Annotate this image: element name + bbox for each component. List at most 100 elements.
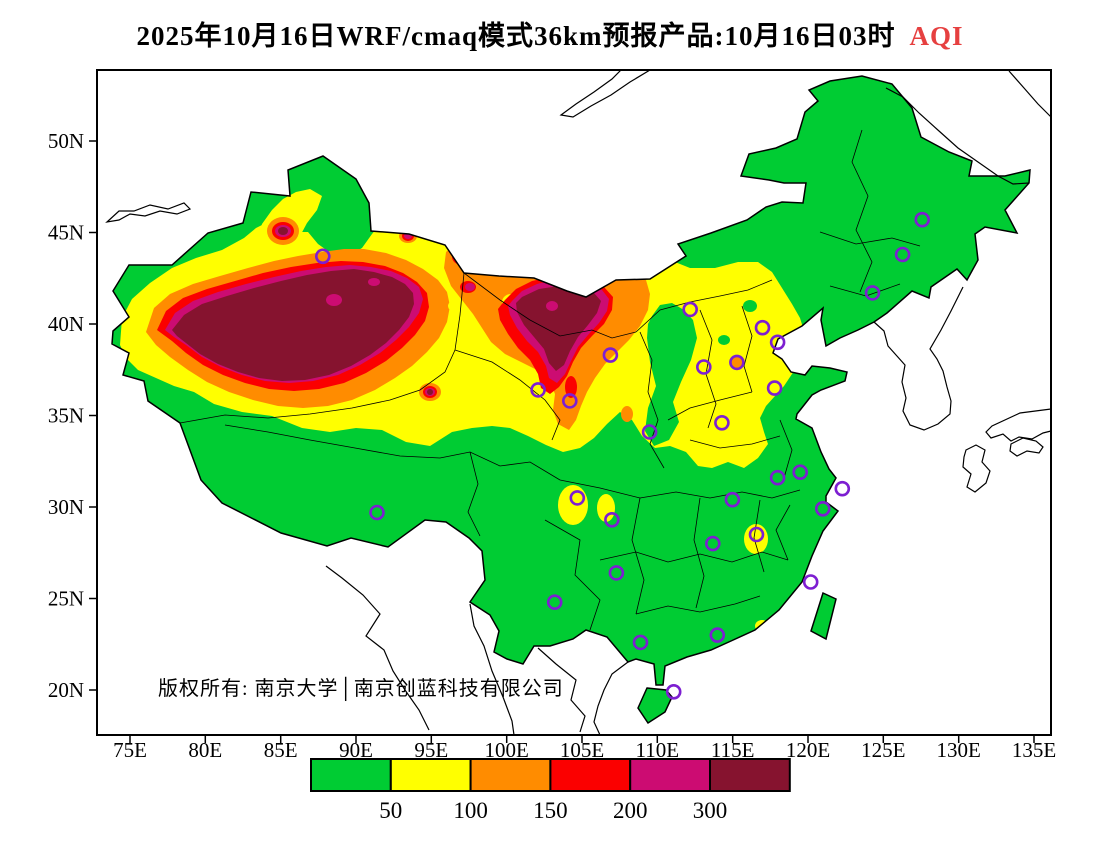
city-marker-urumqi xyxy=(314,248,331,265)
province-border xyxy=(851,129,873,293)
vietnam-coast xyxy=(593,661,629,736)
city-marker-tianjin xyxy=(769,334,786,351)
china-outline xyxy=(111,75,1031,686)
province-border xyxy=(639,331,665,469)
lat-tick-label: 45N xyxy=(48,221,84,245)
lon-tick-label: 125E xyxy=(861,738,905,762)
honshu-coast xyxy=(985,408,1052,442)
city-marker-guiyang xyxy=(608,565,625,581)
city-marker-nanjing xyxy=(792,464,809,481)
city-marker-yinchuan xyxy=(602,347,619,363)
contour-maroon xyxy=(427,389,433,395)
lat-tick-label: 30N xyxy=(48,495,84,519)
legend-label: 200 xyxy=(613,798,648,823)
city-marker-beijing xyxy=(754,319,771,336)
myanmar-coast xyxy=(325,565,430,731)
legend-cell-red xyxy=(549,758,632,792)
hainan-fill xyxy=(638,688,672,723)
taiwan-fill xyxy=(811,593,836,639)
contour-magenta xyxy=(326,294,342,306)
city-marker-nanchang xyxy=(748,526,765,543)
province-border xyxy=(779,419,793,479)
province-border xyxy=(635,595,761,615)
province-border xyxy=(559,479,801,499)
province-border xyxy=(667,391,753,421)
province-border xyxy=(635,279,773,333)
legend-cell-maroon xyxy=(709,758,791,792)
city-marker-guangzhou xyxy=(709,627,726,643)
province-border xyxy=(179,272,465,424)
legend-cell-orange xyxy=(469,758,552,792)
lon-tick-label: 80E xyxy=(188,738,222,762)
page-title: 2025年10月16日WRF/cmaq模式36km预报产品:10月16日03时 A… xyxy=(0,14,1100,53)
lake-baikal xyxy=(559,69,653,118)
city-marker-changchun xyxy=(894,246,911,263)
city-marker-harbin xyxy=(914,211,931,228)
province-border xyxy=(463,272,637,339)
contour-red xyxy=(565,376,577,398)
lon-tick-label: 130E xyxy=(937,738,981,762)
city-marker-changsha xyxy=(704,535,721,552)
contour-layer xyxy=(112,76,1030,723)
contour-yellow xyxy=(394,556,412,566)
contour-maroon xyxy=(172,269,414,381)
province-border xyxy=(693,497,705,609)
legend-cell-magenta xyxy=(629,758,712,792)
city-marker-hefei xyxy=(769,469,786,486)
hainan-outline xyxy=(637,687,673,725)
city-marker-jinan xyxy=(766,380,783,396)
korea-coast xyxy=(873,286,964,431)
legend-cell-green xyxy=(310,758,392,792)
contour-orange xyxy=(621,406,633,422)
okhotsk-coast xyxy=(1008,70,1052,118)
city-marker-wuhan xyxy=(724,491,741,508)
contour-green xyxy=(718,335,730,345)
legend-label: 150 xyxy=(533,798,568,823)
city-marker-shijiazhuang xyxy=(729,354,745,371)
city-marker-shenyang xyxy=(864,285,881,301)
province-border xyxy=(741,305,753,393)
lat-tick-label: 25N xyxy=(48,587,84,611)
legend-cell-yellow xyxy=(389,758,472,792)
city-marker-chengdu xyxy=(569,490,586,506)
lat-tick-label: 50N xyxy=(48,129,84,153)
province-border xyxy=(224,424,561,481)
province-border xyxy=(819,231,921,247)
copyright-text: 版权所有: 南京大学│南京创蓝科技有限公司 xyxy=(158,678,564,700)
city-marker-lanzhou xyxy=(561,393,578,409)
city-marker-chongqing xyxy=(604,511,620,528)
city-marker-taiyuan xyxy=(695,359,712,375)
title-aqi-tag: AQI xyxy=(909,21,964,51)
city-marker-nanning xyxy=(632,634,649,651)
contour-magenta xyxy=(465,283,475,291)
city-marker-hangzhou xyxy=(814,500,831,517)
legend-label: 300 xyxy=(693,798,728,823)
contour-yellow xyxy=(755,620,769,632)
province-border xyxy=(753,499,765,573)
province-border xyxy=(631,497,645,615)
city-marker-xian xyxy=(641,424,658,440)
contour-maroon xyxy=(278,227,288,235)
lon-tick-label: 85E xyxy=(264,738,298,762)
kyushu-coast xyxy=(962,444,991,493)
contour-maroon xyxy=(516,286,601,371)
province-border xyxy=(775,504,791,561)
laos-border xyxy=(537,647,586,733)
lon-tick-label: 120E xyxy=(786,738,830,762)
contour-green xyxy=(645,303,697,446)
city-marker-haikou xyxy=(665,683,682,700)
lat-tick-label: 35N xyxy=(48,404,84,428)
province-border xyxy=(689,435,781,449)
lat-tick-label: 20N xyxy=(48,678,84,702)
legend-label: 50 xyxy=(379,798,402,823)
lon-tick-label: 135E xyxy=(1012,738,1056,762)
city-marker-kunming xyxy=(546,594,563,611)
contour-yellow xyxy=(597,494,615,522)
amur-coast xyxy=(885,87,1030,185)
contour-magenta xyxy=(458,253,470,263)
province-border xyxy=(544,519,601,631)
taiwan-outline xyxy=(810,591,837,641)
city-marker-shanghai xyxy=(834,480,851,497)
contour-magenta xyxy=(546,301,558,311)
